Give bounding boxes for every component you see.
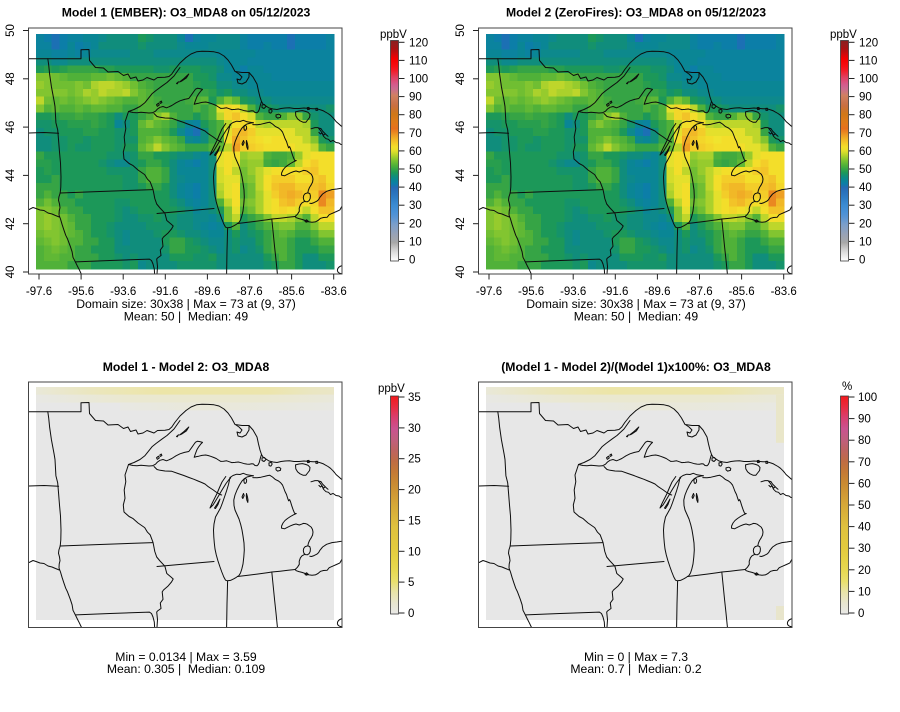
svg-text:100: 100 xyxy=(859,74,878,86)
svg-text:-97.6: -97.6 xyxy=(476,286,502,298)
svg-text:ppbV: ppbV xyxy=(378,383,405,395)
svg-text:Model 1 (EMBER): O3_MDA8 on 05: Model 1 (EMBER): O3_MDA8 on 05/12/2023 xyxy=(62,6,311,20)
svg-text:-95.6: -95.6 xyxy=(518,286,544,298)
svg-text:Domain size: 30x38 | Max = 73: Domain size: 30x38 | Max = 73 at (9, 37) xyxy=(76,297,296,311)
svg-text:100: 100 xyxy=(858,392,877,404)
svg-text:-93.6: -93.6 xyxy=(110,286,136,298)
svg-text:50: 50 xyxy=(5,24,17,37)
svg-text:90: 90 xyxy=(859,92,872,104)
svg-text:60: 60 xyxy=(858,478,871,490)
svg-text:Mean: 0.7 | Median: 0.2: Mean: 0.7 | Median: 0.2 xyxy=(570,662,701,676)
svg-text:0: 0 xyxy=(859,255,865,267)
svg-text:46: 46 xyxy=(5,121,17,134)
svg-text:ppbV: ppbV xyxy=(830,29,857,41)
svg-text:10: 10 xyxy=(409,236,422,248)
svg-text:80: 80 xyxy=(858,435,871,447)
svg-text:46: 46 xyxy=(455,121,467,134)
svg-text:80: 80 xyxy=(409,110,422,122)
svg-text:Model 1 - Model 2: O3_MDA8: Model 1 - Model 2: O3_MDA8 xyxy=(103,360,270,374)
svg-text:10: 10 xyxy=(858,586,871,598)
svg-text:90: 90 xyxy=(409,92,422,104)
svg-text:-95.6: -95.6 xyxy=(68,286,94,298)
svg-text:50: 50 xyxy=(859,164,872,176)
svg-text:Mean: 50 | Median: 49: Mean: 50 | Median: 49 xyxy=(124,310,249,324)
svg-text:40: 40 xyxy=(859,182,872,194)
svg-text:-83.6: -83.6 xyxy=(771,286,797,298)
svg-text:40: 40 xyxy=(858,522,871,534)
svg-text:0: 0 xyxy=(409,255,415,267)
svg-text:0: 0 xyxy=(408,608,414,620)
svg-text:120: 120 xyxy=(859,37,878,49)
svg-text:-87.6: -87.6 xyxy=(686,286,712,298)
svg-text:60: 60 xyxy=(859,146,872,158)
svg-text:25: 25 xyxy=(408,454,421,466)
svg-text:Model 2 (ZeroFires): O3_MDA8 o: Model 2 (ZeroFires): O3_MDA8 on 05/12/20… xyxy=(506,6,766,20)
svg-text:Mean: 50 | Median: 49: Mean: 50 | Median: 49 xyxy=(574,310,699,324)
svg-text:42: 42 xyxy=(455,217,467,230)
svg-text:70: 70 xyxy=(858,457,871,469)
svg-text:35: 35 xyxy=(408,392,421,404)
svg-text:30: 30 xyxy=(858,543,871,555)
svg-text:20: 20 xyxy=(409,218,422,230)
svg-text:20: 20 xyxy=(859,218,872,230)
svg-text:-91.6: -91.6 xyxy=(602,286,628,298)
svg-text:90: 90 xyxy=(858,414,871,426)
svg-text:30: 30 xyxy=(408,423,421,435)
svg-text:60: 60 xyxy=(409,146,422,158)
svg-text:(Model 1 - Model 2)/(Model 1)x: (Model 1 - Model 2)/(Model 1)x100%: O3_M… xyxy=(501,360,771,374)
svg-text:30: 30 xyxy=(409,200,422,212)
svg-text:-91.6: -91.6 xyxy=(152,286,178,298)
svg-text:50: 50 xyxy=(409,164,422,176)
svg-text:110: 110 xyxy=(409,55,427,67)
svg-text:%: % xyxy=(842,381,852,393)
svg-text:20: 20 xyxy=(408,485,421,497)
svg-text:0: 0 xyxy=(858,608,864,620)
svg-text:70: 70 xyxy=(409,128,422,140)
svg-text:-93.6: -93.6 xyxy=(560,286,586,298)
svg-text:42: 42 xyxy=(5,217,17,230)
svg-text:110: 110 xyxy=(859,55,877,67)
svg-text:Min = 0 | Max = 7.3: Min = 0 | Max = 7.3 xyxy=(584,650,688,664)
svg-text:48: 48 xyxy=(455,72,467,85)
svg-text:-83.6: -83.6 xyxy=(321,286,347,298)
svg-text:20: 20 xyxy=(858,565,871,577)
svg-text:44: 44 xyxy=(455,168,467,181)
svg-text:44: 44 xyxy=(5,168,17,181)
svg-text:-89.6: -89.6 xyxy=(194,286,220,298)
svg-text:48: 48 xyxy=(5,72,17,85)
svg-text:80: 80 xyxy=(859,110,872,122)
svg-text:-85.6: -85.6 xyxy=(728,286,754,298)
svg-text:40: 40 xyxy=(5,266,17,279)
svg-text:70: 70 xyxy=(859,128,872,140)
svg-text:5: 5 xyxy=(408,577,414,589)
svg-text:10: 10 xyxy=(859,236,872,248)
svg-text:120: 120 xyxy=(409,37,428,49)
svg-text:50: 50 xyxy=(858,500,871,512)
svg-text:Domain size: 30x38 | Max = 73: Domain size: 30x38 | Max = 73 at (9, 37) xyxy=(526,297,746,311)
svg-text:40: 40 xyxy=(455,266,467,279)
svg-text:Mean: 0.305 | Median: 0.109: Mean: 0.305 | Median: 0.109 xyxy=(107,662,266,676)
svg-text:100: 100 xyxy=(409,74,428,86)
svg-text:-87.6: -87.6 xyxy=(236,286,262,298)
svg-text:10: 10 xyxy=(408,546,421,558)
svg-text:ppbV: ppbV xyxy=(380,29,407,41)
svg-text:50: 50 xyxy=(455,24,467,37)
svg-text:40: 40 xyxy=(409,182,422,194)
svg-text:Min = 0.0134 | Max = 3.59: Min = 0.0134 | Max = 3.59 xyxy=(115,650,257,664)
svg-text:-85.6: -85.6 xyxy=(278,286,304,298)
svg-text:15: 15 xyxy=(408,515,421,527)
svg-text:-89.6: -89.6 xyxy=(644,286,670,298)
svg-text:-97.6: -97.6 xyxy=(26,286,52,298)
svg-text:30: 30 xyxy=(859,200,872,212)
